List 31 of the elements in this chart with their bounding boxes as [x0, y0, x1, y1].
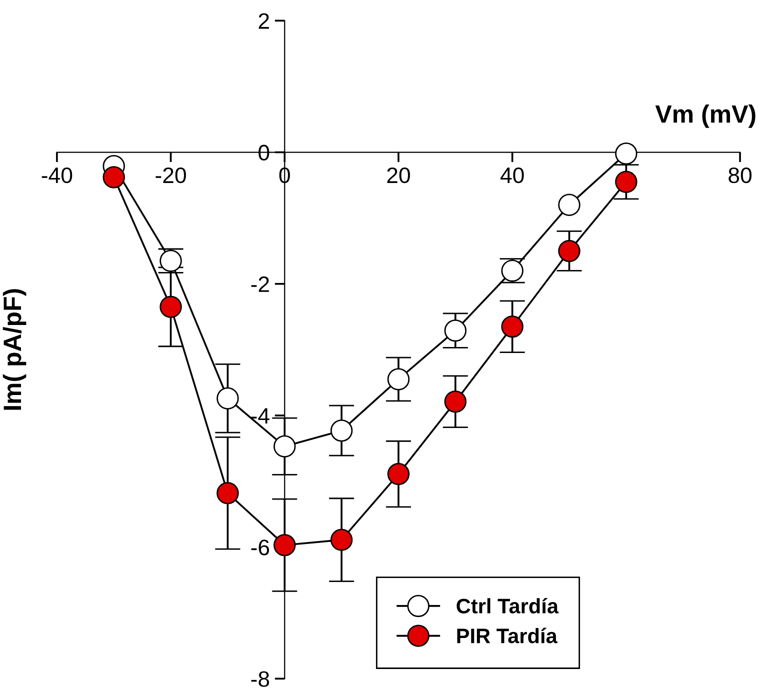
legend-label: Ctrl Tardía — [456, 598, 559, 614]
point — [444, 390, 467, 413]
x-axis-title: Vm (mV) — [655, 104, 756, 128]
y-tick-label: -8 — [251, 671, 270, 687]
x-tick-label: 80 — [728, 167, 752, 184]
point — [387, 462, 410, 486]
point — [160, 296, 182, 318]
x-tick-label: 20 — [387, 167, 410, 184]
point — [102, 166, 125, 188]
point — [330, 528, 353, 551]
x-tick-label: -40 — [42, 167, 72, 184]
x-tick-label: 40 — [500, 167, 524, 184]
point — [615, 170, 638, 193]
point — [216, 387, 239, 410]
point — [216, 482, 239, 504]
y-axis-title: Im( pA/pF) — [2, 289, 26, 410]
y-tick-label: -2 — [251, 276, 269, 292]
point — [501, 316, 524, 338]
point — [615, 142, 638, 165]
point — [444, 319, 467, 342]
point — [274, 435, 296, 458]
y-tick-label: 2 — [258, 13, 269, 29]
x-tick-label: -20 — [156, 167, 186, 184]
point — [387, 368, 410, 390]
point — [558, 240, 580, 262]
y-tick-label: -6 — [251, 540, 270, 556]
legend-label: PIR Tardía — [457, 628, 558, 644]
point — [330, 419, 353, 442]
y-tick-label: -4 — [251, 408, 270, 424]
point — [558, 194, 580, 216]
point — [274, 534, 296, 556]
